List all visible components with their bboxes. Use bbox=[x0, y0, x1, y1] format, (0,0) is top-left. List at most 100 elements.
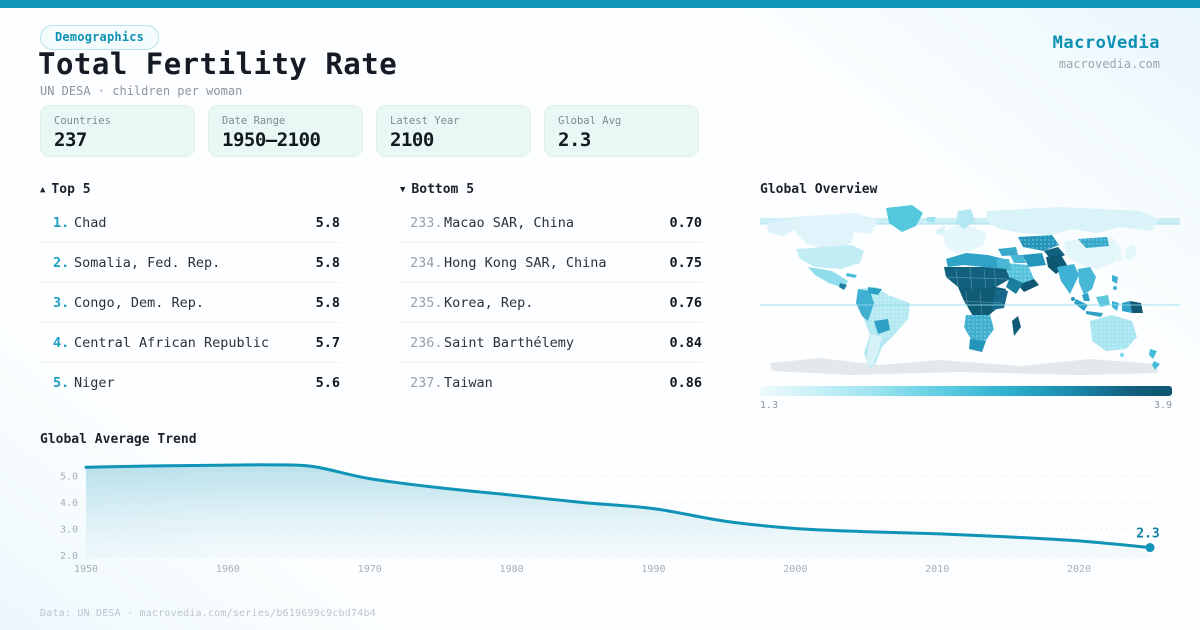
country-value: 0.84 bbox=[669, 334, 702, 351]
trend-line bbox=[84, 463, 1152, 550]
list-item: 2. Somalia, Fed. Rep. 5.8 bbox=[40, 243, 340, 283]
rank: 2. bbox=[53, 254, 70, 271]
scale-min-label: 1.3 bbox=[760, 400, 779, 411]
country-value: 0.76 bbox=[669, 294, 702, 311]
x-tick-label: 2020 bbox=[1067, 564, 1091, 575]
region-korea bbox=[1115, 253, 1124, 262]
region-central-america bbox=[839, 283, 847, 290]
region-sulawesi bbox=[1112, 301, 1119, 311]
stats-row: Countries 237 Date Range 1950—2100 Lates… bbox=[40, 105, 699, 157]
list-item: 235. Korea, Rep. 0.76 bbox=[400, 283, 702, 323]
list-item: 236. Saint Barthélemy 0.84 bbox=[400, 323, 702, 363]
y-tick-label: 4.0 bbox=[60, 498, 78, 509]
triangle-up-icon: ▲ bbox=[40, 185, 46, 195]
country-name: Saint Barthélemy bbox=[444, 334, 575, 351]
region-philippines bbox=[1112, 275, 1118, 284]
stat-card-date-range: Date Range 1950—2100 bbox=[208, 105, 363, 157]
world-map bbox=[760, 205, 1180, 375]
region-europe bbox=[942, 225, 987, 253]
brand-block: MacroVedia macrovedia.com bbox=[1053, 33, 1160, 71]
footer-source: Data: UN DESA · macrovedia.com/series/b6… bbox=[40, 608, 376, 619]
region-borneo bbox=[1096, 295, 1110, 307]
top5-title: Top 5 bbox=[51, 182, 91, 197]
triangle-down-icon: ▼ bbox=[400, 185, 406, 195]
y-tick-label: 2.0 bbox=[60, 551, 78, 562]
region-madagascar bbox=[1012, 316, 1021, 336]
region-iceland bbox=[926, 217, 936, 223]
top5-list: ▲ Top 5 1. Chad 5.8 2. Somalia, Fed. Rep. 5.8… bbox=[40, 182, 340, 403]
region-antarctica bbox=[770, 358, 1158, 375]
rank: 233. bbox=[410, 214, 443, 231]
color-scale-bar bbox=[760, 386, 1172, 396]
list-item: 1. Chad 5.8 bbox=[40, 203, 340, 243]
region-philippines-south bbox=[1113, 286, 1117, 290]
x-tick-label: 2010 bbox=[925, 564, 949, 575]
rank: 236. bbox=[410, 334, 443, 351]
region-papua-new-guinea bbox=[1130, 301, 1143, 313]
region-iran bbox=[1022, 253, 1046, 267]
page-title: Total Fertility Rate bbox=[38, 47, 398, 81]
country-value: 5.8 bbox=[315, 254, 340, 271]
country-value: 5.7 bbox=[315, 334, 340, 351]
country-name: Niger bbox=[74, 375, 115, 391]
region-scandinavia bbox=[956, 209, 975, 229]
region-uk bbox=[936, 226, 946, 235]
stat-label: Global Avg bbox=[558, 115, 622, 127]
bottom5-header: ▼ Bottom 5 bbox=[400, 182, 702, 197]
country-value: 5.8 bbox=[315, 294, 340, 311]
trend-area bbox=[86, 464, 1150, 559]
bottom5-list: ▼ Bottom 5 233. Macao SAR, China 0.70 234. H… bbox=[400, 182, 702, 403]
region-turkey bbox=[998, 247, 1018, 256]
region-japan bbox=[1125, 245, 1137, 261]
region-southern-cone bbox=[866, 334, 882, 367]
region-caribbean bbox=[846, 273, 857, 278]
region-horn-of-africa bbox=[1006, 277, 1023, 294]
stat-value: 1950—2100 bbox=[222, 129, 321, 151]
region-kazakhstan-texture bbox=[1018, 235, 1059, 251]
stat-value: 2100 bbox=[390, 129, 434, 151]
category-badge: Demographics bbox=[40, 25, 160, 50]
region-india bbox=[1057, 264, 1079, 294]
stat-label: Latest Year bbox=[390, 115, 460, 127]
list-item: 4. Central African Republic 5.7 bbox=[40, 323, 340, 363]
end-point-dot bbox=[1145, 543, 1155, 553]
rank: 235. bbox=[410, 294, 443, 311]
region-canada-texture bbox=[790, 213, 878, 250]
x-tick-label: 1990 bbox=[641, 564, 665, 575]
brand-domain: macrovedia.com bbox=[1058, 57, 1160, 71]
list-item: 233. Macao SAR, China 0.70 bbox=[400, 203, 702, 243]
region-southern-africa-texture bbox=[964, 315, 994, 343]
y-tick-label: 3.0 bbox=[60, 525, 78, 536]
region-west-new-guinea bbox=[1122, 301, 1132, 313]
region-usa bbox=[796, 245, 864, 269]
country-name: Congo, Dem. Rep. bbox=[74, 294, 205, 311]
top-accent-bar bbox=[0, 0, 1200, 8]
end-value-label: 2.3 bbox=[1136, 527, 1159, 542]
country-value: 0.86 bbox=[669, 375, 702, 391]
region-saudi-texture bbox=[1006, 263, 1034, 287]
brand-name: MacroVedia bbox=[1052, 33, 1160, 53]
country-borders bbox=[945, 266, 1009, 316]
page-subtitle: UN DESA · children per woman bbox=[40, 84, 243, 98]
region-sahel bbox=[944, 267, 1010, 291]
list-item: 237. Taiwan 0.86 bbox=[400, 363, 702, 403]
x-tick-label: 1980 bbox=[500, 564, 524, 575]
region-malaysia bbox=[1082, 293, 1090, 301]
global-overview-panel: Global Overview bbox=[760, 182, 1180, 411]
rank: 5. bbox=[53, 375, 70, 391]
region-russia bbox=[986, 207, 1158, 235]
region-north-africa bbox=[946, 253, 1006, 269]
rank: 1. bbox=[53, 214, 70, 231]
region-iraq-syria bbox=[1010, 255, 1026, 263]
map-title: Global Overview bbox=[760, 182, 878, 197]
country-name: Central African Republic bbox=[74, 334, 270, 351]
region-greenland bbox=[886, 205, 923, 232]
country-name: Macao SAR, China bbox=[444, 214, 575, 231]
region-egypt bbox=[996, 259, 1011, 271]
region-south-africa bbox=[969, 339, 986, 352]
rank: 3. bbox=[53, 294, 70, 311]
region-australia-texture bbox=[1090, 315, 1137, 351]
region-tasmania bbox=[1119, 352, 1125, 358]
x-tick-label: 1950 bbox=[74, 564, 98, 575]
list-item: 5. Niger 5.6 bbox=[40, 363, 340, 403]
